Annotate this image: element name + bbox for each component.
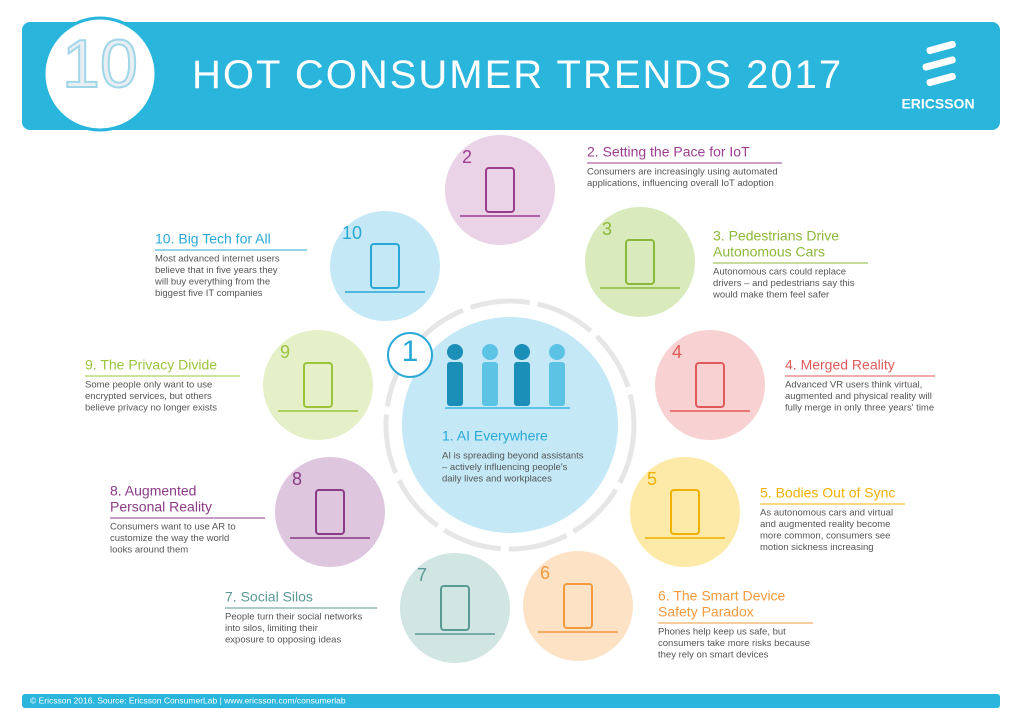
brand: ERICSSON xyxy=(901,95,974,111)
trend-circle xyxy=(263,330,373,440)
trend-text: motion sickness increasing xyxy=(760,542,874,553)
trend-number: 7 xyxy=(417,565,427,585)
header-bar xyxy=(22,22,1000,130)
icon xyxy=(563,583,593,629)
trend-title: 4. Merged Reality xyxy=(785,356,895,372)
trend-title: 5. Bodies Out of Sync xyxy=(760,484,895,500)
icon xyxy=(695,362,725,408)
ring xyxy=(383,298,637,552)
trend-number: 2 xyxy=(462,147,472,167)
trend-text: fully merge in only three years' time xyxy=(785,402,934,413)
trend-text: Some people only want to use xyxy=(85,379,212,390)
icon xyxy=(370,243,400,289)
trend-text: biggest five IT companies xyxy=(155,288,263,299)
icon xyxy=(447,344,463,360)
trend-title: 6. The Smart Device xyxy=(658,587,786,603)
trend-text: and augmented reality become xyxy=(760,519,890,530)
trend-text: As autonomous cars and virtual xyxy=(760,507,893,518)
icon xyxy=(670,489,700,535)
trend-title: 9. The Privacy Divide xyxy=(85,356,217,372)
trend-number: 3 xyxy=(602,219,612,239)
trend-text: Advanced VR users think virtual, xyxy=(785,379,922,390)
trend-text: augmented and physical reality will xyxy=(785,391,932,402)
trend-text: encrypted services, but others xyxy=(85,391,212,402)
trend-title: Autonomous Cars xyxy=(713,243,825,259)
trend-text: believe that in five years they xyxy=(155,265,278,276)
icon xyxy=(447,362,463,406)
trend-text: believe privacy no longer exists xyxy=(85,402,217,413)
trend-circle xyxy=(445,135,555,245)
trend-number: 9 xyxy=(280,342,290,362)
trend-text: will buy everything from the xyxy=(154,276,270,287)
trend-text: more common, consumers see xyxy=(760,530,890,541)
trend-title: Safety Paradox xyxy=(658,603,754,619)
trend-circle xyxy=(402,317,618,533)
trend-text: they rely on smart devices xyxy=(658,649,769,660)
trend-number: 5 xyxy=(647,469,657,489)
trend-text: applications, influencing overall IoT ad… xyxy=(587,178,774,189)
trend-circle xyxy=(400,553,510,663)
trend-text: – actively influencing people's xyxy=(442,462,568,473)
trend-text: drivers – and pedestrians say this xyxy=(713,278,855,289)
trend-text: would make them feel safer xyxy=(712,289,829,300)
trend-text: consumers take more risks because xyxy=(658,638,810,649)
trend-circle xyxy=(275,457,385,567)
trend-text: daily lives and workplaces xyxy=(442,473,552,484)
icon xyxy=(440,585,470,631)
icon xyxy=(303,362,333,408)
trend-circle xyxy=(655,330,765,440)
trend-title: 1. AI Everywhere xyxy=(442,427,548,443)
logo-mark xyxy=(922,40,956,87)
icon xyxy=(315,489,345,535)
trend-number: 10 xyxy=(342,223,362,243)
trend-number: 4 xyxy=(672,342,682,362)
icon xyxy=(549,362,565,406)
icon xyxy=(549,344,565,360)
trend-text: People turn their social networks xyxy=(225,611,363,622)
badge-number: 10 xyxy=(62,26,138,102)
trend-text: Consumers are increasingly using automat… xyxy=(587,166,778,177)
trend-number: 1 xyxy=(402,335,419,368)
trend-text: exposure to opposing ideas xyxy=(225,634,341,645)
trend-text: Phones help keep us safe, but xyxy=(658,626,786,637)
icon xyxy=(485,167,515,213)
trend-text: AI is spreading beyond assistants xyxy=(442,450,584,461)
trend-text: Consumers want to use AR to xyxy=(110,521,236,532)
trend-number: 6 xyxy=(540,563,550,583)
trend-title: Personal Reality xyxy=(110,498,212,514)
trend-text: into silos, limiting their xyxy=(225,623,318,634)
trend-text: looks around them xyxy=(110,544,188,555)
trend-text: Most advanced internet users xyxy=(155,253,280,264)
trend-circle xyxy=(585,207,695,317)
footer: © Ericsson 2016. Source: Ericsson Consum… xyxy=(30,695,346,705)
trend-title: 8. Augmented xyxy=(110,482,196,498)
trend-text: Autonomous cars could replace xyxy=(713,266,846,277)
badge xyxy=(42,16,158,132)
trend-title: 10. Big Tech for All xyxy=(155,230,271,246)
icon xyxy=(482,344,498,360)
footer-bar xyxy=(22,694,1000,708)
icon xyxy=(514,344,530,360)
title: HOT CONSUMER TRENDS 2017 xyxy=(192,53,843,97)
trend-number: 8 xyxy=(292,469,302,489)
trend-circle xyxy=(523,551,633,661)
icon xyxy=(482,362,498,406)
trend-title: 2. Setting the Pace for IoT xyxy=(587,143,750,159)
trend-title: 3. Pedestrians Drive xyxy=(713,227,839,243)
trend-text: customize the way the world xyxy=(110,533,229,544)
icon xyxy=(625,239,655,285)
trend-circle xyxy=(330,211,440,321)
icon xyxy=(514,362,530,406)
trend-circle xyxy=(630,457,740,567)
number-ring xyxy=(387,332,433,378)
trend-title: 7. Social Silos xyxy=(225,588,313,604)
